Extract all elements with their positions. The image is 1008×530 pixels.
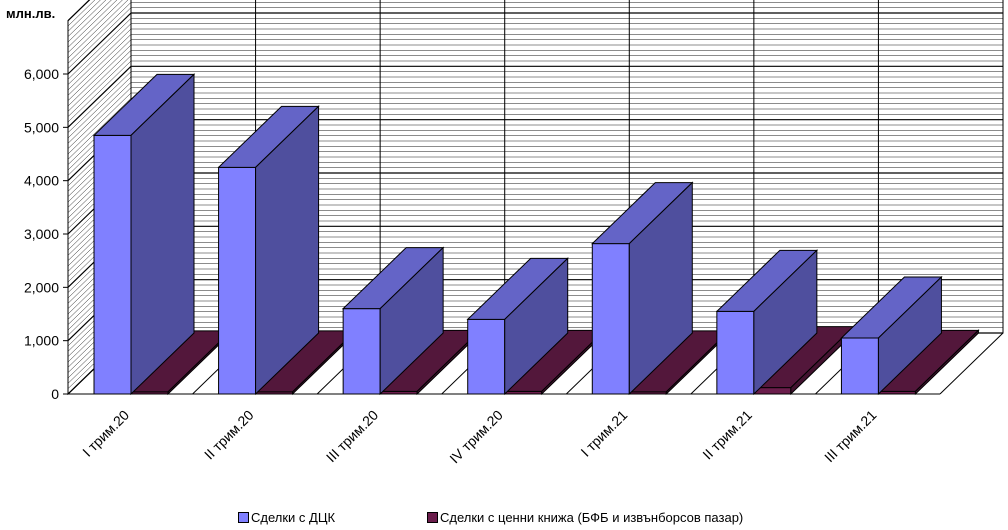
side-minor-gridline <box>67 76 132 139</box>
side-minor-gridline <box>67 23 132 85</box>
side-minor-gridline <box>67 92 132 155</box>
side-minor-gridline <box>67 0 112 43</box>
bar-dck-side <box>130 73 195 396</box>
side-minor-gridline <box>67 50 132 112</box>
bar-dck-front <box>93 134 132 395</box>
x-tick-label: II трим.21 <box>699 407 755 463</box>
side-minor-gridline <box>67 60 132 123</box>
legend-item-dck: Сделки с ДЦК <box>238 510 335 525</box>
bar-dck-front <box>218 166 257 395</box>
x-tick-label: II трим.20 <box>201 407 257 463</box>
bar-dck-front <box>342 308 381 395</box>
y-tick-label: 1,000 <box>24 333 59 349</box>
bar-dck-side <box>628 181 693 396</box>
side-minor-gridline <box>67 98 132 160</box>
side-major-gridline <box>67 65 132 128</box>
side-minor-gridline <box>67 87 132 149</box>
side-minor-gridline <box>67 0 118 48</box>
side-minor-gridline <box>67 0 101 32</box>
side-major-gridline <box>67 0 91 22</box>
x-tick-label: I трим.21 <box>577 407 630 460</box>
y-unit-label: млн.лв. <box>6 6 56 21</box>
bar-dck-front <box>467 318 506 395</box>
y-tick-label: 4,000 <box>24 173 59 189</box>
side-minor-gridline <box>67 0 129 59</box>
legend-item-securities: Сделки с ценни книжа (БФБ и извънборсов … <box>427 510 743 525</box>
side-minor-gridline <box>67 44 132 107</box>
side-minor-gridline <box>67 0 96 27</box>
side-major-gridline <box>67 12 132 75</box>
side-minor-gridline <box>67 34 132 96</box>
side-minor-gridline <box>67 18 132 80</box>
bar-dck-front <box>716 310 755 395</box>
side-minor-gridline <box>67 71 132 133</box>
y-tick-label: 5,000 <box>24 119 59 135</box>
legend-swatch-securities <box>427 512 438 523</box>
legend-label-dck: Сделки с ДЦК <box>251 510 336 525</box>
side-minor-gridline <box>67 7 132 69</box>
y-tick-label: 6,000 <box>24 66 59 82</box>
bar-dck-front <box>840 337 879 395</box>
floor-divider <box>939 332 1004 395</box>
side-minor-gridline <box>67 39 132 101</box>
y-tick-label: 3,000 <box>24 226 59 242</box>
y-tick-label: 2,000 <box>24 279 59 295</box>
bar-dck-front <box>591 243 630 395</box>
side-minor-gridline <box>67 0 107 37</box>
y-tick-label: 0 <box>51 386 59 402</box>
side-minor-gridline <box>67 28 132 91</box>
x-tick-label: IV трим.20 <box>446 407 506 467</box>
bar-dck-side <box>753 249 818 396</box>
legend-swatch-dck <box>238 512 249 523</box>
side-minor-gridline <box>67 55 132 117</box>
bar-dck-side <box>379 246 444 396</box>
side-minor-gridline <box>67 2 132 64</box>
bar-dck-side <box>877 275 942 396</box>
side-minor-gridline <box>67 82 132 144</box>
legend-label-securities: Сделки с ценни книжа (БФБ и извънборсов … <box>440 510 744 525</box>
x-tick-label: III трим.21 <box>821 407 880 466</box>
x-tick-label: I трим.20 <box>79 407 132 460</box>
side-minor-gridline <box>67 0 123 53</box>
bar-dck-side <box>255 105 320 396</box>
bar-dck-side <box>504 257 569 396</box>
bar-securities-side <box>914 329 979 396</box>
x-tick-label: III трим.20 <box>323 407 382 466</box>
bar-chart-3d: 0 1,000 2,000 3,000 4,000 5,000 6,000 I трим.20… <box>24 0 1004 467</box>
